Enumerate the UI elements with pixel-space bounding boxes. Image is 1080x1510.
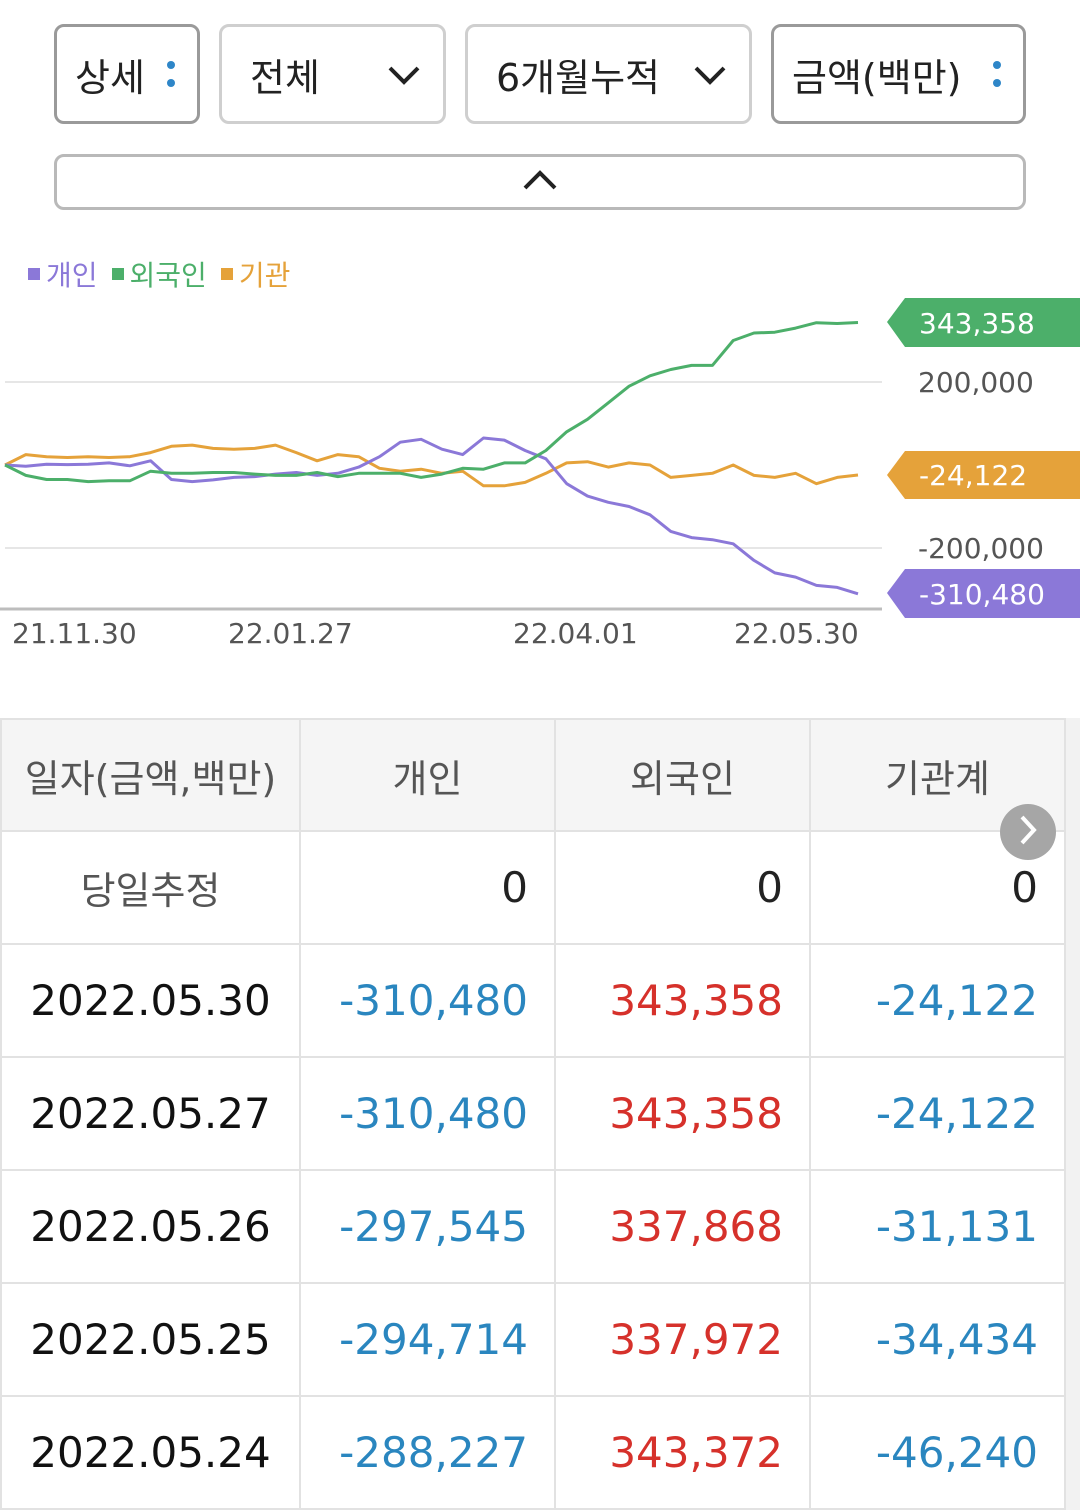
legend-label: 개인 [46, 259, 98, 292]
row-institution: -24,122 [809, 943, 1066, 1058]
row-foreign: 337,868 [554, 1169, 811, 1284]
row-individual: -294,714 [299, 1282, 556, 1397]
row-date: 2022.05.25 [0, 1282, 301, 1397]
table-header-row: 일자(금액,백만) 개인 외국인 기관계 [0, 718, 1066, 832]
row-individual: 0 [299, 830, 556, 945]
row-individual: -310,480 [299, 1056, 556, 1171]
more-vertical-icon [993, 61, 1001, 87]
end-label-tag [887, 298, 1080, 347]
row-institution: -46,240 [809, 1395, 1066, 1510]
table-row: 2022.05.25 -294,714 337,972 -34,434 [0, 1282, 1066, 1397]
unit-select[interactable]: 금액(백만) [771, 24, 1026, 124]
x-tick-label: 21.11.30 [12, 617, 137, 650]
view-mode-label: 상세 [75, 55, 145, 100]
y-tick-label: -200,000 [918, 532, 1044, 565]
end-label-individual: -310,480 [887, 569, 1080, 618]
end-label-tag [887, 569, 1080, 618]
y-tick-label: 200,000 [918, 366, 1034, 399]
chevron-right-icon [1018, 814, 1038, 850]
scroll-right-button[interactable] [1000, 804, 1056, 860]
investor-filter-select[interactable]: 전체 [219, 24, 446, 124]
row-individual: -310,480 [299, 943, 556, 1058]
period-select[interactable]: 6개월누적 [465, 24, 752, 124]
row-foreign: 0 [554, 830, 811, 945]
view-mode-select[interactable]: 상세 [54, 24, 200, 124]
next-column-edge [1064, 718, 1080, 1510]
row-date: 2022.05.24 [0, 1395, 301, 1510]
x-tick-label: 22.01.27 [228, 617, 353, 650]
row-date: 당일추정 [0, 830, 301, 945]
investor-trading-table: 일자(금액,백만) 개인 외국인 기관계 당일추정 0 0 0 2022.05.… [0, 718, 1066, 1510]
chevron-down-icon [693, 52, 727, 96]
row-foreign: 343,358 [554, 1056, 811, 1171]
investor-filter-label: 전체 [250, 55, 320, 100]
period-label: 6개월누적 [496, 55, 661, 100]
header-date: 일자(금액,백만) [0, 718, 301, 832]
legend-swatch [220, 268, 233, 280]
legend-foreign: 외국인 [111, 254, 207, 294]
series-line-institution [4, 443, 859, 488]
row-foreign: 337,972 [554, 1282, 811, 1397]
table-row: 2022.05.26 -297,545 337,868 -31,131 [0, 1169, 1066, 1284]
legend-individual: 개인 [28, 254, 98, 294]
row-date: 2022.05.26 [0, 1169, 301, 1284]
header-foreign: 외국인 [554, 718, 811, 832]
x-tick-label: 22.04.01 [513, 617, 638, 650]
row-institution: -24,122 [809, 1056, 1066, 1171]
table-row: 2022.05.30 -310,480 343,358 -24,122 [0, 943, 1066, 1058]
table-row-today-estimate: 당일추정 0 0 0 [0, 830, 1066, 945]
table-row: 2022.05.27 -310,480 343,358 -24,122 [0, 1056, 1066, 1171]
trend-chart: 200,000 -200,000 21.11.30 22.01.27 22.04… [0, 298, 1080, 650]
legend-label: 기관 [238, 259, 291, 292]
legend-swatch [28, 268, 40, 280]
row-institution: -34,434 [809, 1282, 1066, 1397]
chevron-down-icon [387, 52, 421, 96]
unit-label: 금액(백만) [792, 55, 962, 100]
chart-legend: 개인 외국인 기관 [28, 254, 290, 294]
legend-swatch [111, 268, 124, 280]
collapse-chart-button[interactable] [54, 154, 1026, 210]
row-date: 2022.05.30 [0, 943, 301, 1058]
more-vertical-icon [167, 61, 175, 87]
legend-label: 외국인 [129, 259, 207, 292]
row-individual: -288,227 [299, 1395, 556, 1510]
chevron-up-icon [522, 169, 558, 195]
end-label-institution: -24,122 [887, 451, 1080, 499]
series-line-foreign [4, 321, 859, 484]
row-foreign: 343,372 [554, 1395, 811, 1510]
row-individual: -297,545 [299, 1169, 556, 1284]
legend-institution: 기관 [220, 254, 291, 294]
header-individual: 개인 [299, 718, 556, 832]
end-label-tag [887, 451, 1080, 499]
series-line-individual [4, 436, 859, 596]
row-foreign: 343,358 [554, 943, 811, 1058]
row-date: 2022.05.27 [0, 1056, 301, 1171]
end-label-foreign: 343,358 [887, 298, 1080, 347]
end-label-text: 343,358 [919, 307, 1035, 340]
x-tick-label: 22.05.30 [734, 617, 859, 650]
table-row: 2022.05.24 -288,227 343,372 -46,240 [0, 1395, 1066, 1510]
row-institution: -31,131 [809, 1169, 1066, 1284]
end-label-text: -24,122 [919, 459, 1027, 492]
end-label-text: -310,480 [919, 578, 1045, 611]
